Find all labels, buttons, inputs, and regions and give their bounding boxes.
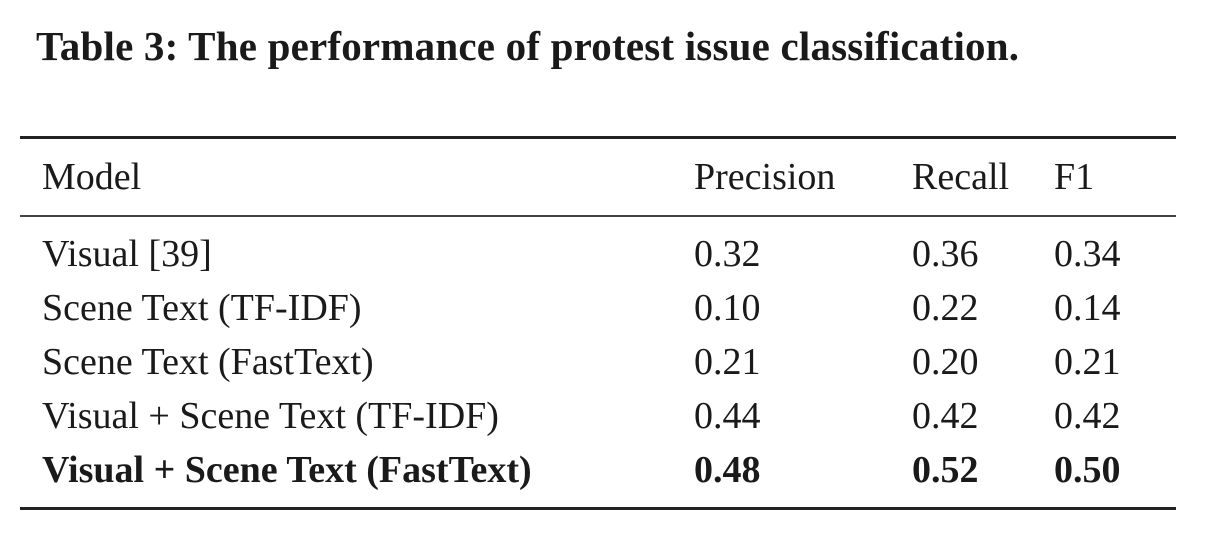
cell-recall: 0.22 (912, 287, 979, 329)
cell-recall: 0.20 (912, 341, 979, 383)
cell-f1: 0.21 (1054, 341, 1121, 383)
table-row: Visual [39] 0.32 0.36 0.34 (20, 216, 1176, 281)
header-precision: Precision (694, 156, 836, 198)
header-model: Model (42, 156, 142, 198)
cell-f1: 0.42 (1054, 395, 1121, 437)
cell-precision: 0.21 (694, 341, 761, 383)
table-row-best: Visual + Scene Text (FastText) 0.48 0.52… (20, 443, 1176, 509)
cell-f1: 0.50 (1054, 449, 1121, 491)
cell-recall: 0.36 (912, 233, 979, 275)
cell-recall: 0.52 (912, 449, 979, 491)
cell-f1: 0.34 (1054, 233, 1121, 275)
results-table: Model Precision Recall F1 Visual [39] 0.… (20, 136, 1176, 510)
table-caption: Table 3: The performance of protest issu… (36, 23, 1020, 69)
results-table-container: Model Precision Recall F1 Visual [39] 0.… (20, 136, 1176, 510)
cell-model: Visual [39] (42, 233, 212, 275)
cell-precision: 0.48 (694, 449, 761, 491)
table-header-row: Model Precision Recall F1 (20, 137, 1176, 216)
table-row: Scene Text (FastText) 0.21 0.20 0.21 (20, 335, 1176, 389)
table-row: Scene Text (TF-IDF) 0.10 0.22 0.14 (20, 281, 1176, 335)
cell-precision: 0.10 (694, 287, 761, 329)
cell-model: Scene Text (FastText) (42, 341, 374, 383)
cell-f1: 0.14 (1054, 287, 1121, 329)
cell-model: Visual + Scene Text (TF-IDF) (42, 395, 499, 437)
cell-precision: 0.32 (694, 233, 761, 275)
cell-precision: 0.44 (694, 395, 761, 437)
header-recall: Recall (912, 156, 1010, 198)
table-row: Visual + Scene Text (TF-IDF) 0.44 0.42 0… (20, 389, 1176, 443)
header-f1: F1 (1054, 156, 1095, 198)
cell-recall: 0.42 (912, 395, 979, 437)
cell-model: Scene Text (TF-IDF) (42, 287, 362, 329)
cell-model: Visual + Scene Text (FastText) (42, 449, 532, 491)
